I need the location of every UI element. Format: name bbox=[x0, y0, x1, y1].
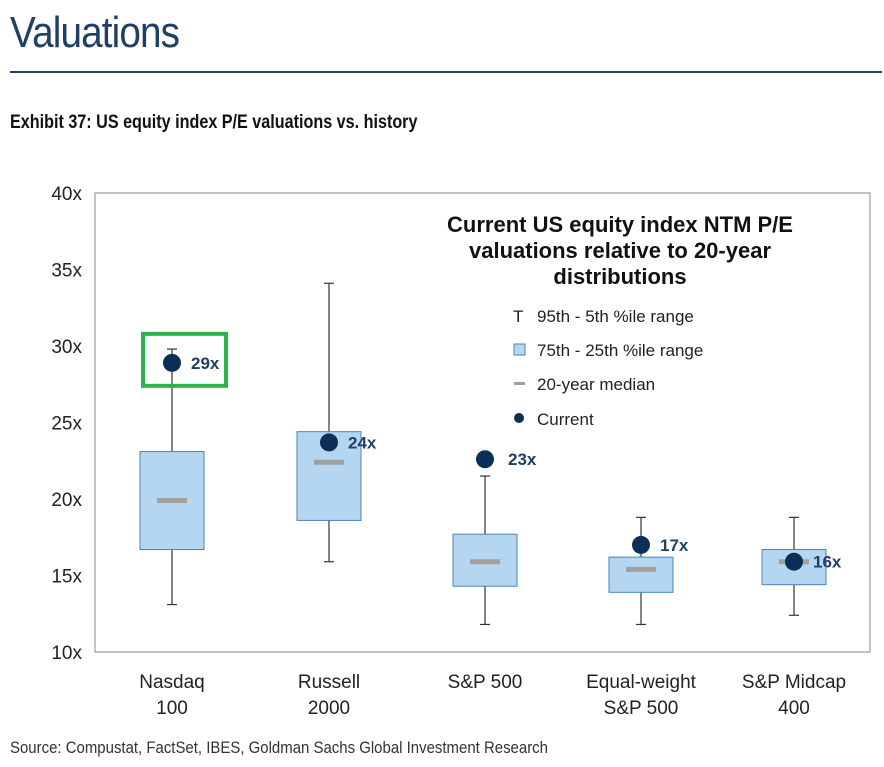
y-tick-label: 30x bbox=[51, 337, 82, 358]
highlight-box bbox=[141, 331, 228, 388]
category-group: 23x S&P 500 bbox=[448, 450, 537, 693]
legend-box-swatch bbox=[513, 343, 526, 356]
iqr-box bbox=[608, 556, 674, 593]
legend-title-line2: valuations relative to 20-year bbox=[469, 238, 771, 263]
category-label-line2: 100 bbox=[156, 698, 188, 719]
y-tick-label: 20x bbox=[51, 490, 82, 511]
current-point bbox=[320, 433, 338, 452]
category-label-line1: Equal-weight bbox=[586, 672, 697, 693]
legend-whisker-marker: T bbox=[513, 307, 523, 326]
category-group: 17x Equal-weight S&P 500 bbox=[586, 516, 697, 719]
y-tick-label: 15x bbox=[51, 567, 82, 588]
legend-item-current: Current bbox=[537, 410, 594, 429]
category-label-line2: S&P 500 bbox=[604, 698, 679, 719]
category-label-line1: S&P 500 bbox=[448, 672, 523, 693]
legend-item-median: 20-year median bbox=[537, 375, 655, 394]
page-title: Valuations bbox=[10, 8, 180, 57]
y-tick-label: 40x bbox=[51, 184, 82, 205]
category-group: 16x S&P Midcap 400 bbox=[742, 516, 846, 719]
current-point bbox=[476, 450, 494, 469]
category-group: 29x Nasdaq 100 bbox=[139, 331, 228, 719]
current-point bbox=[632, 535, 650, 554]
plot-frame bbox=[94, 192, 871, 653]
category-label-line2: 2000 bbox=[308, 698, 350, 719]
current-point bbox=[785, 552, 803, 571]
current-point bbox=[163, 353, 181, 372]
title-divider bbox=[10, 71, 882, 73]
current-value-label: 29x bbox=[191, 354, 220, 373]
category-label-line1: Nasdaq bbox=[139, 672, 205, 693]
category-label-line1: Russell bbox=[298, 672, 360, 693]
legend-item-whisker: 95th - 5th %ile range bbox=[537, 307, 694, 326]
category-group: 24x Russell 2000 bbox=[296, 282, 377, 719]
current-value-label: 24x bbox=[348, 433, 377, 452]
y-tick-label: 35x bbox=[51, 261, 82, 282]
current-value-label: 17x bbox=[660, 536, 689, 555]
category-label-line1: S&P Midcap bbox=[742, 672, 846, 693]
y-tick-label: 10x bbox=[51, 643, 82, 664]
legend-median-swatch bbox=[514, 382, 525, 385]
current-value-label: 23x bbox=[508, 450, 537, 469]
legend-current-swatch bbox=[514, 413, 524, 423]
legend-item-box: 75th - 25th %ile range bbox=[537, 341, 703, 360]
source-note: Source: Compustat, FactSet, IBES, Goldma… bbox=[10, 738, 548, 757]
exhibit-title: Exhibit 37: US equity index P/E valuatio… bbox=[10, 112, 418, 133]
legend-title-line1: Current US equity index NTM P/E bbox=[447, 212, 793, 237]
legend-title-line3: distributions bbox=[553, 264, 686, 289]
category-label-line2: 400 bbox=[778, 698, 810, 719]
current-value-label: 16x bbox=[813, 553, 842, 572]
y-tick-label: 25x bbox=[51, 414, 82, 435]
